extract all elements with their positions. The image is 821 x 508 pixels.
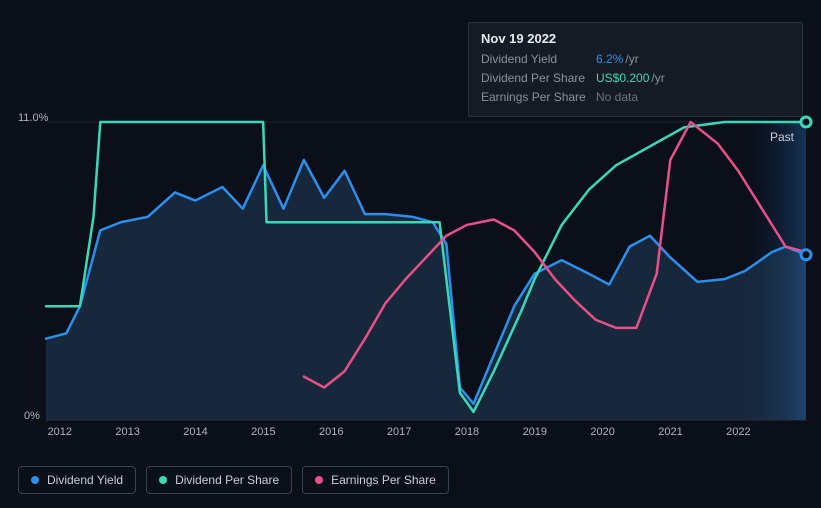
legend-dot-icon [315,476,323,484]
x-axis-tick-label: 2015 [251,426,275,438]
past-label: Past [770,130,794,144]
x-axis-tick-label: 2012 [48,426,72,438]
tooltip-row-value: 6.2% [596,50,623,69]
x-axis-tick-label: 2021 [658,426,682,438]
tooltip-row-suffix: /yr [651,69,664,88]
x-axis-tick-label: 2014 [183,426,207,438]
tooltip-row-suffix: /yr [625,50,638,69]
legend: Dividend Yield Dividend Per Share Earnin… [18,466,449,494]
tooltip-row-label: Dividend Per Share [481,69,596,88]
x-axis-tick-label: 2016 [319,426,343,438]
x-axis-tick-label: 2013 [115,426,139,438]
legend-dot-icon [31,476,39,484]
tooltip-row-label: Earnings Per Share [481,88,596,107]
legend-label: Dividend Per Share [175,473,279,487]
legend-item-dividend-yield[interactable]: Dividend Yield [18,466,136,494]
tooltip-row: Dividend Yield6.2%/yr [481,50,790,69]
x-axis-tick-label: 2019 [523,426,547,438]
tooltip-row-value: No data [596,88,638,107]
tooltip-row-value: US$0.200 [596,69,649,88]
legend-label: Earnings Per Share [331,473,436,487]
legend-item-earnings-per-share[interactable]: Earnings Per Share [302,466,449,494]
x-axis-tick-label: 2022 [726,426,750,438]
legend-label: Dividend Yield [47,473,123,487]
x-axis-tick-label: 2020 [590,426,614,438]
y-axis-min-label: 0% [24,410,40,422]
legend-dot-icon [159,476,167,484]
x-axis-tick-label: 2018 [455,426,479,438]
tooltip-row: Earnings Per ShareNo data [481,88,790,107]
y-axis-max-label: 11.0% [18,112,48,124]
tooltip-date: Nov 19 2022 [481,31,790,46]
tooltip-row-label: Dividend Yield [481,50,596,69]
hover-tooltip: Nov 19 2022 Dividend Yield6.2%/yrDividen… [468,22,803,117]
legend-item-dividend-per-share[interactable]: Dividend Per Share [146,466,292,494]
tooltip-row: Dividend Per ShareUS$0.200/yr [481,69,790,88]
x-axis-tick-label: 2017 [387,426,411,438]
